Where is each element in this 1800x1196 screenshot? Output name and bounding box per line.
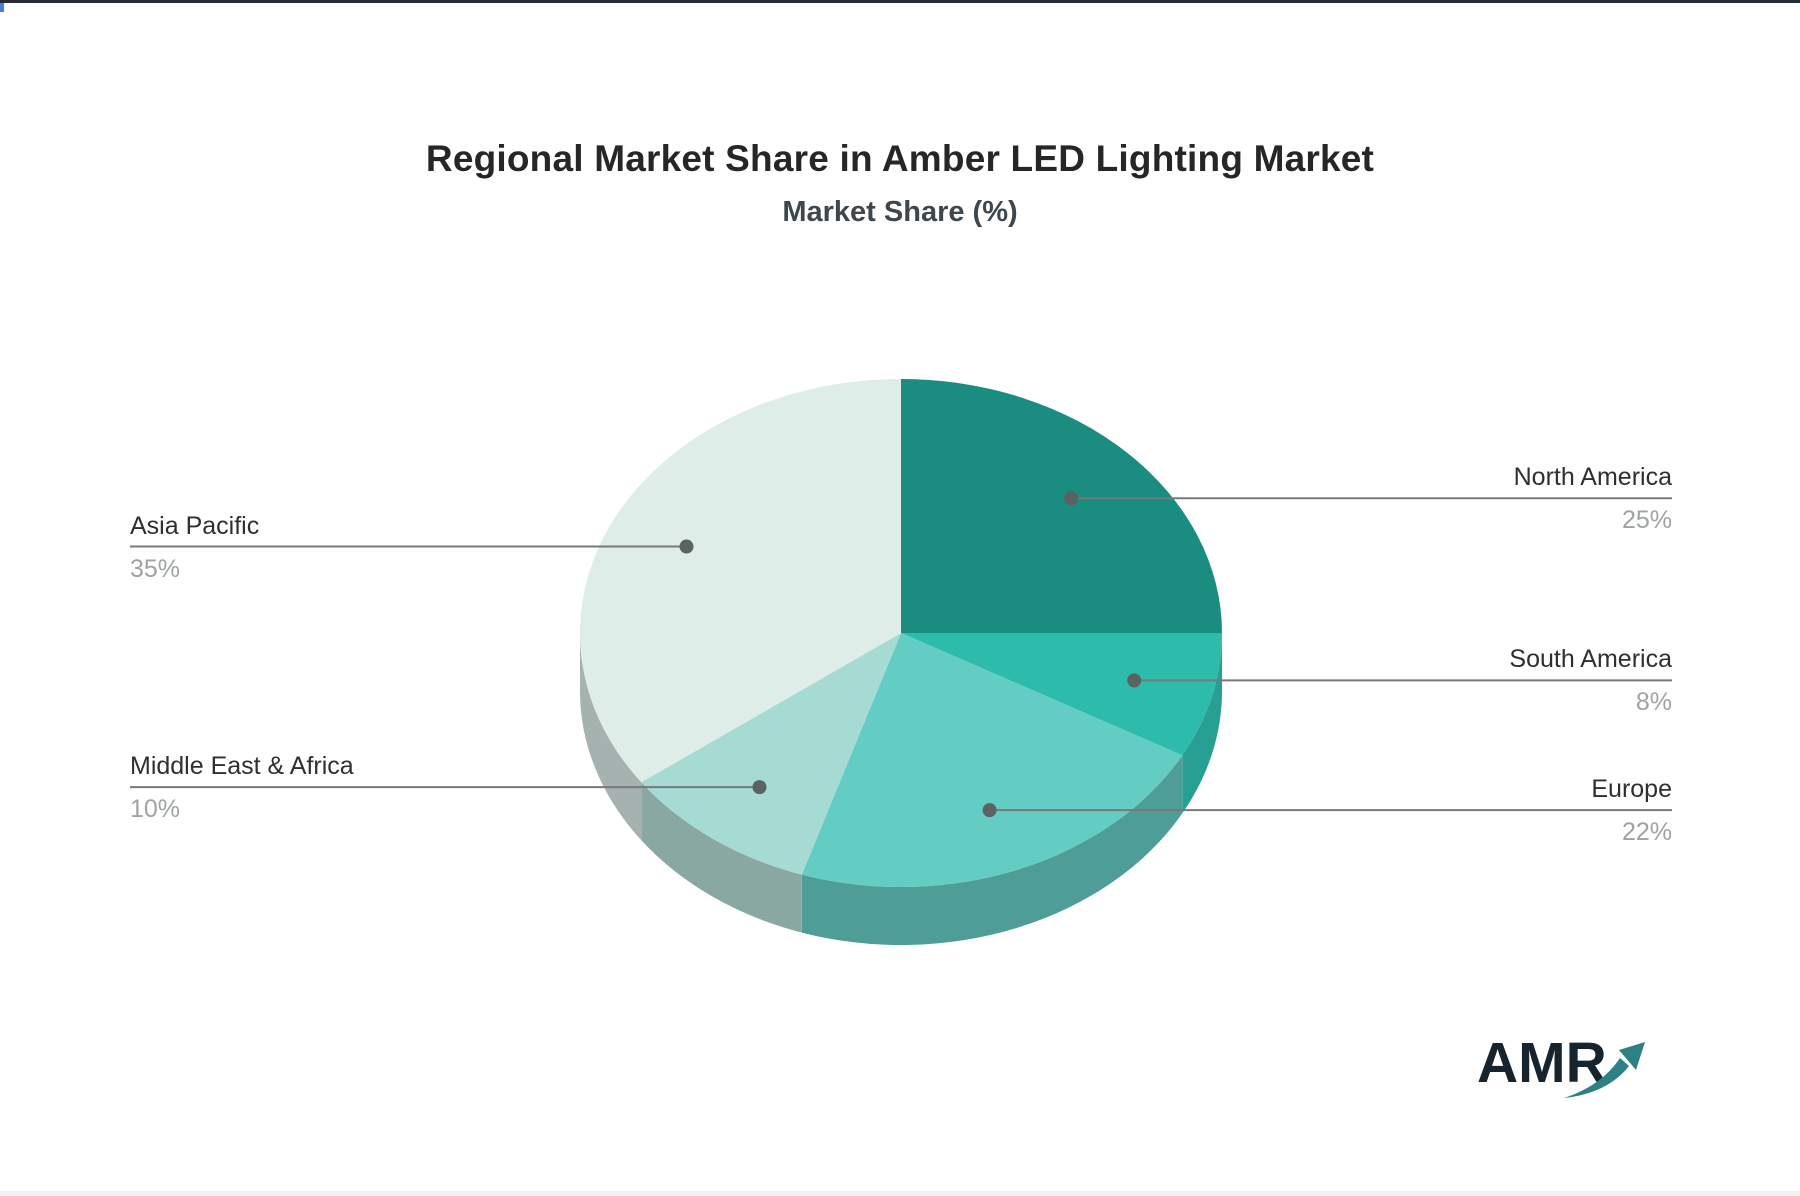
pie-slice-europe[interactable]: [801, 633, 1183, 887]
leader-dot-north-america: [1064, 491, 1079, 506]
pie-slice-side-middle-east-africa: [641, 782, 802, 933]
pie-slice-side-europe: [801, 755, 1183, 945]
amr-logo-arrow-icon: [1564, 1042, 1645, 1098]
pie-slice-side-asia-pacific: [580, 633, 642, 841]
pie-slice-side-south-america: [1182, 633, 1222, 814]
slice-value-asia-pacific: 35%: [130, 554, 181, 583]
leader-dot-europe: [982, 803, 997, 818]
slice-label-north-america: North America: [1513, 463, 1672, 492]
slice-label-europe: Europe: [1591, 775, 1672, 804]
amr-logo: AMR: [1477, 1032, 1657, 1112]
slice-value-north-america: 25%: [1621, 506, 1672, 535]
pie-slice-south-america[interactable]: [901, 633, 1222, 756]
slice-value-south-america: 8%: [1635, 688, 1672, 717]
bottom-strip: [0, 1191, 1800, 1196]
slice-label-south-america: South America: [1509, 645, 1672, 674]
top-border-accent: [0, 3, 4, 12]
top-border: [0, 0, 1800, 3]
slice-value-europe: 22%: [1621, 818, 1672, 847]
pie-slice-north-america[interactable]: [901, 379, 1222, 633]
leader-dot-middle-east-africa: [752, 780, 767, 795]
leader-dot-asia-pacific: [679, 539, 694, 554]
pie-slice-asia-pacific[interactable]: [579, 379, 901, 783]
pie-slice-middle-east-africa[interactable]: [641, 633, 901, 875]
chart-subtitle: Market Share (%): [782, 196, 1018, 228]
slice-label-asia-pacific: Asia Pacific: [130, 511, 260, 540]
leader-dot-south-america: [1127, 673, 1142, 688]
slice-value-middle-east-africa: 10%: [130, 795, 181, 824]
slice-label-middle-east-africa: Middle East & Africa: [130, 752, 354, 781]
chart-title: Regional Market Share in Amber LED Light…: [425, 138, 1375, 179]
amr-logo-text: AMR: [1477, 1031, 1607, 1095]
